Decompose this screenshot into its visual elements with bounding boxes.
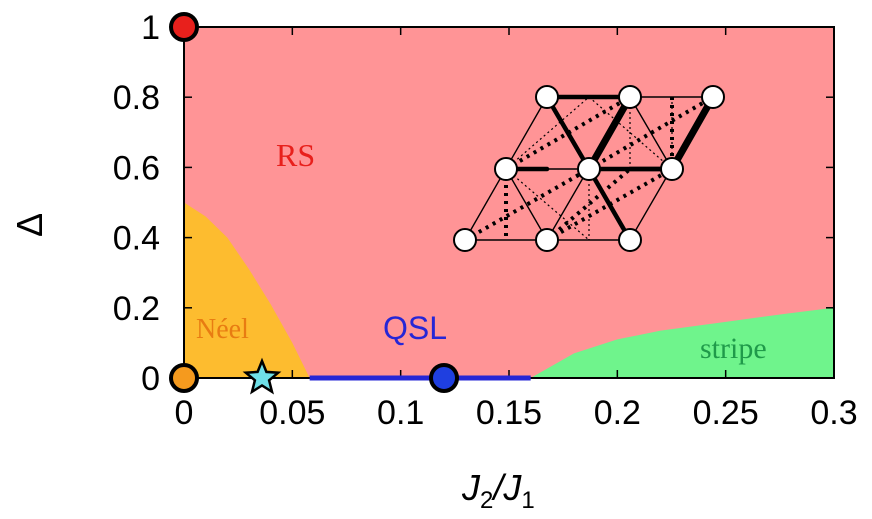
x-axis-title-slash: /J <box>490 467 522 508</box>
neel-label: Néel <box>196 314 249 345</box>
y-tick-label: 0.4 <box>113 220 160 258</box>
rs-region <box>184 27 834 378</box>
red-point <box>169 12 199 42</box>
orange-point <box>169 363 199 393</box>
x-tick-label: 0 <box>175 394 194 432</box>
y-tick-label: 0 <box>141 360 160 398</box>
lattice-inset <box>453 85 725 252</box>
star-point <box>242 357 282 395</box>
x-axis-title: J2/J1 <box>461 467 535 514</box>
blue-point <box>429 363 459 393</box>
x-tick-label: 0.25 <box>693 394 759 432</box>
stripe-label: stripe <box>700 332 767 365</box>
y-tick-label: 1 <box>141 9 160 47</box>
rs-label: RS <box>276 137 315 173</box>
x-tick-label: 0.05 <box>259 394 325 432</box>
y-tick-label: 0.2 <box>113 290 160 328</box>
x-axis-title-sub2: 1 <box>521 487 534 514</box>
x-axis-title-sub1: 2 <box>480 487 493 514</box>
y-tick-label: 0.6 <box>113 149 160 187</box>
x-tick-label: 0.1 <box>377 394 424 432</box>
x-tick-label: 0.15 <box>476 394 542 432</box>
stripe-region <box>530 307 834 378</box>
x-tick-label: 0.2 <box>594 394 641 432</box>
neel-region <box>184 202 310 378</box>
qsl-label: QSL <box>383 310 447 346</box>
x-axis-title-main: J <box>461 467 481 508</box>
y-tick-label: 0.8 <box>113 79 160 117</box>
y-axis-title: Δ <box>9 213 50 237</box>
x-tick-label: 0.3 <box>810 394 857 432</box>
